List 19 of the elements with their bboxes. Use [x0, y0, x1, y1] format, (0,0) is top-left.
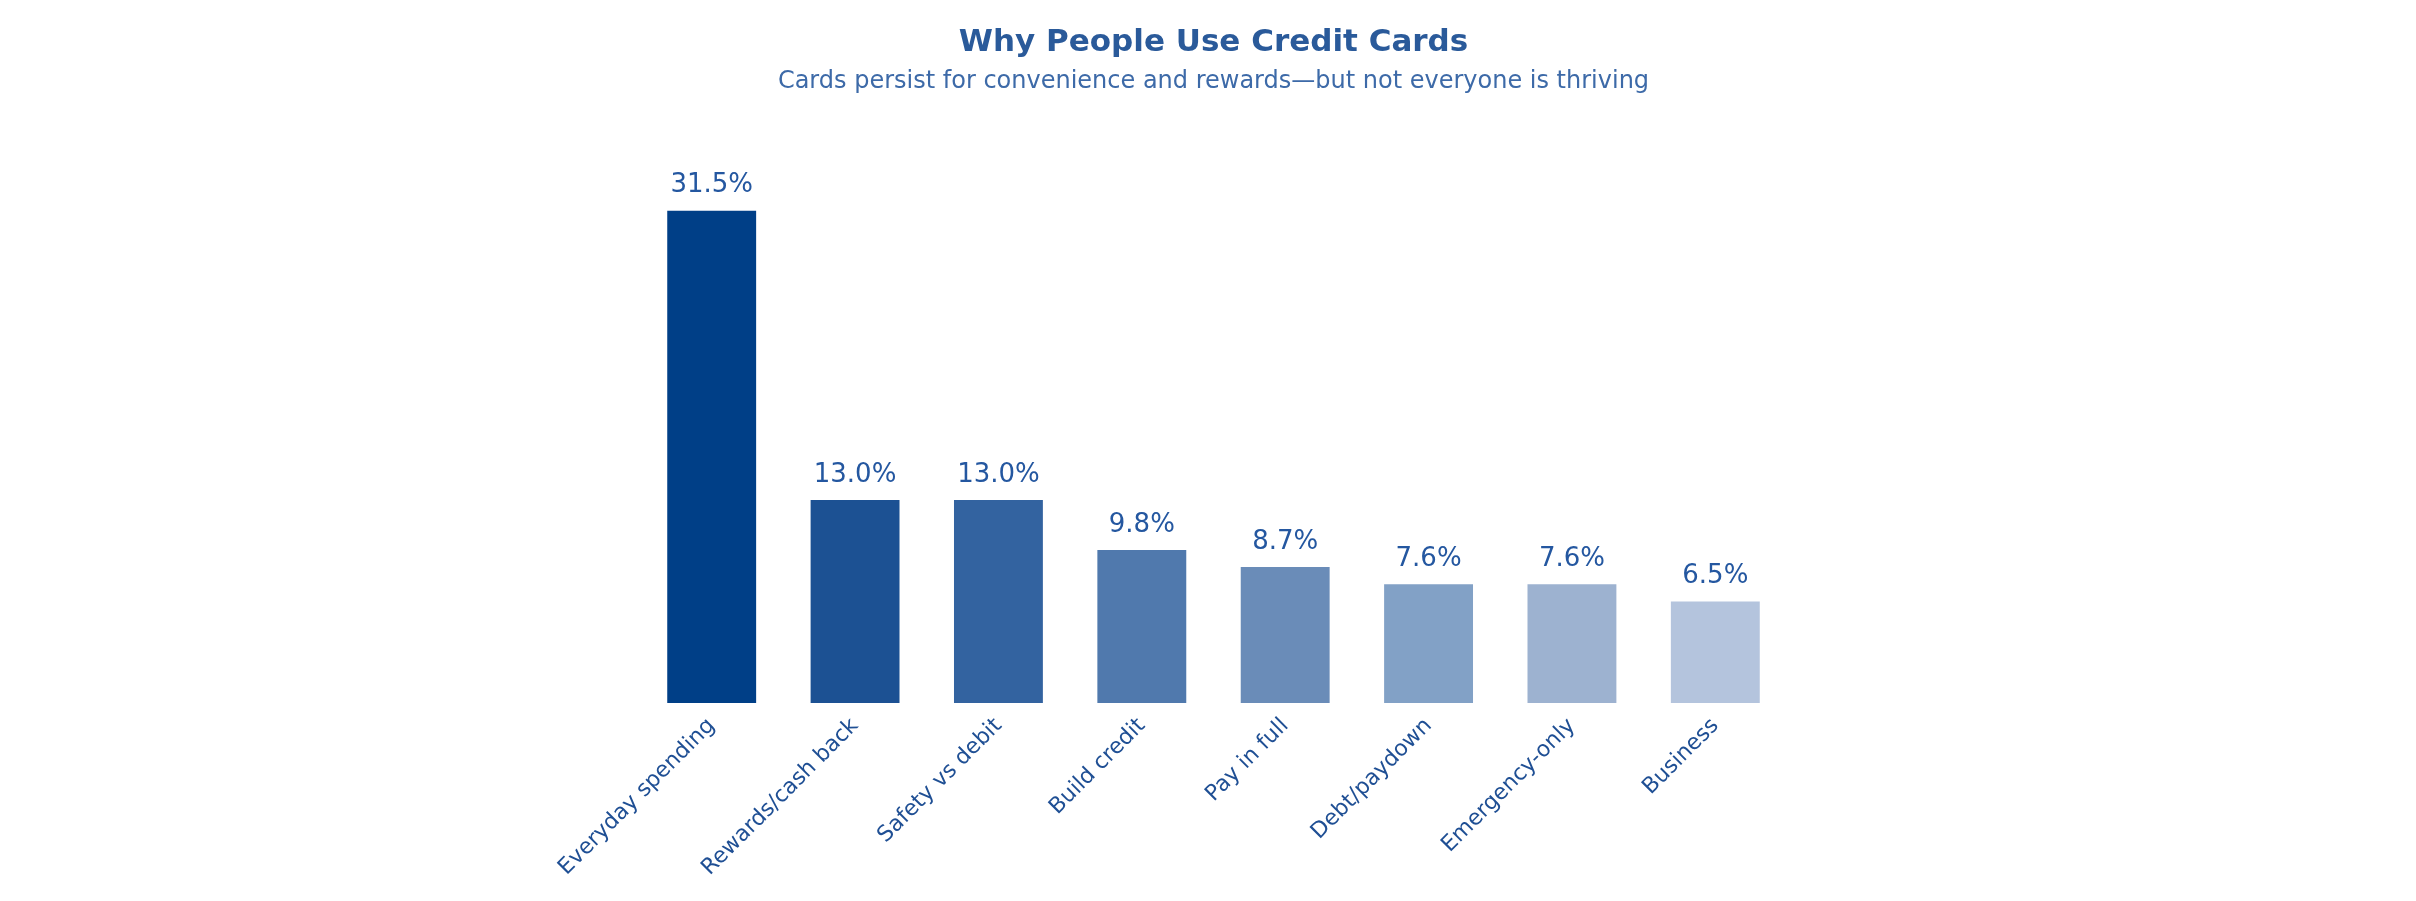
x-tick-label: Pay in full: [1199, 712, 1293, 806]
bar: [1240, 567, 1330, 704]
data-label: 6.5%: [1682, 559, 1749, 590]
bar: [1527, 584, 1617, 704]
data-label: 9.8%: [1108, 507, 1175, 538]
bar: [1670, 601, 1760, 704]
bar: [1097, 549, 1187, 704]
data-label: 8.7%: [1252, 524, 1319, 555]
data-label: 31.5%: [670, 168, 753, 199]
chart-title: Why People Use Credit Cards: [958, 21, 1469, 58]
bar: [1384, 584, 1474, 704]
chart-subtitle: Cards persist for convenience and rewards—but not everyone is thriving: [777, 65, 1650, 94]
data-label: 7.6%: [1395, 542, 1462, 573]
bar: [667, 210, 757, 704]
data-label: 13.0%: [957, 457, 1040, 488]
data-label: 7.6%: [1538, 542, 1605, 573]
data-label: 13.0%: [813, 457, 897, 488]
bar: [953, 499, 1043, 704]
bar: [810, 499, 900, 704]
